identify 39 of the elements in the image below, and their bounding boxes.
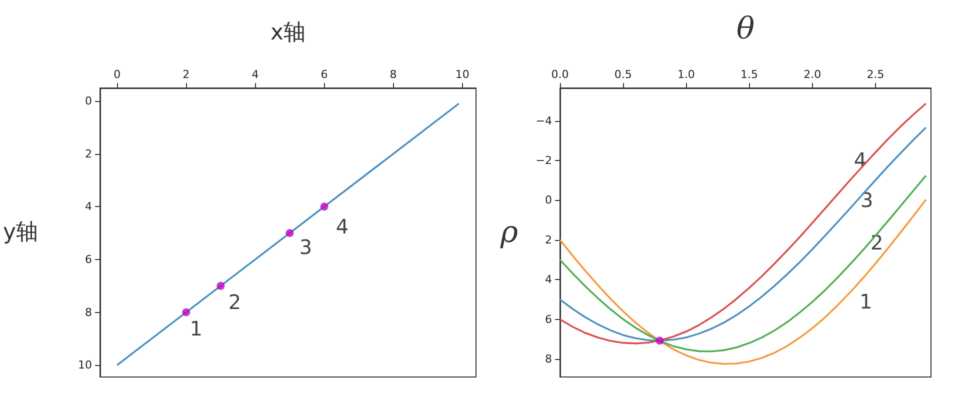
x-tick-label: 2.5 xyxy=(866,68,884,81)
y-tick-label: 0 xyxy=(85,94,92,108)
line-series xyxy=(559,174,927,352)
y-tick-label: 0 xyxy=(545,194,552,207)
y-tick-label: 2 xyxy=(545,233,552,246)
y-tick-label: 8 xyxy=(85,306,92,319)
annotation: 1 xyxy=(859,289,872,314)
y-axis-title: y轴 xyxy=(2,220,38,245)
x-tick-label: 6 xyxy=(320,68,328,81)
point xyxy=(286,229,294,238)
point xyxy=(320,202,328,211)
x-axis-title: θ xyxy=(736,12,755,46)
annotation: 4 xyxy=(336,214,349,239)
annotation: 2 xyxy=(228,290,242,314)
x-tick-label: 0.0 xyxy=(551,68,569,81)
x-axis-title: x轴 xyxy=(270,20,306,46)
y-tick-label: 2 xyxy=(85,147,92,160)
annotation: 3 xyxy=(299,235,312,260)
x-tick-label: 2.0 xyxy=(804,68,822,81)
y-tick-label: 6 xyxy=(545,312,552,326)
x-tick-label: 0.5 xyxy=(614,68,632,81)
y-tick-label: −4 xyxy=(536,114,552,128)
annotation: 1 xyxy=(190,316,203,340)
x-tick-label: 0 xyxy=(114,68,121,81)
x-tick-label: 8 xyxy=(390,68,397,81)
y-tick-label: 4 xyxy=(85,200,92,214)
point xyxy=(182,308,190,316)
point xyxy=(216,282,225,290)
x-tick-label: 1.0 xyxy=(677,68,695,81)
x-tick-label: 4 xyxy=(252,68,259,81)
y-axis-title: ρ xyxy=(499,215,518,250)
y-tick-label: 6 xyxy=(85,252,92,266)
y-tick-label: 10 xyxy=(78,358,92,372)
x-tick-label: 1.5 xyxy=(740,68,758,81)
x-tick-label: 2 xyxy=(182,68,190,81)
y-tick-label: −2 xyxy=(536,154,552,167)
x-tick-label: 10 xyxy=(455,68,470,81)
y-tick-label: 4 xyxy=(545,273,552,286)
y-tick-label: 8 xyxy=(545,352,552,366)
